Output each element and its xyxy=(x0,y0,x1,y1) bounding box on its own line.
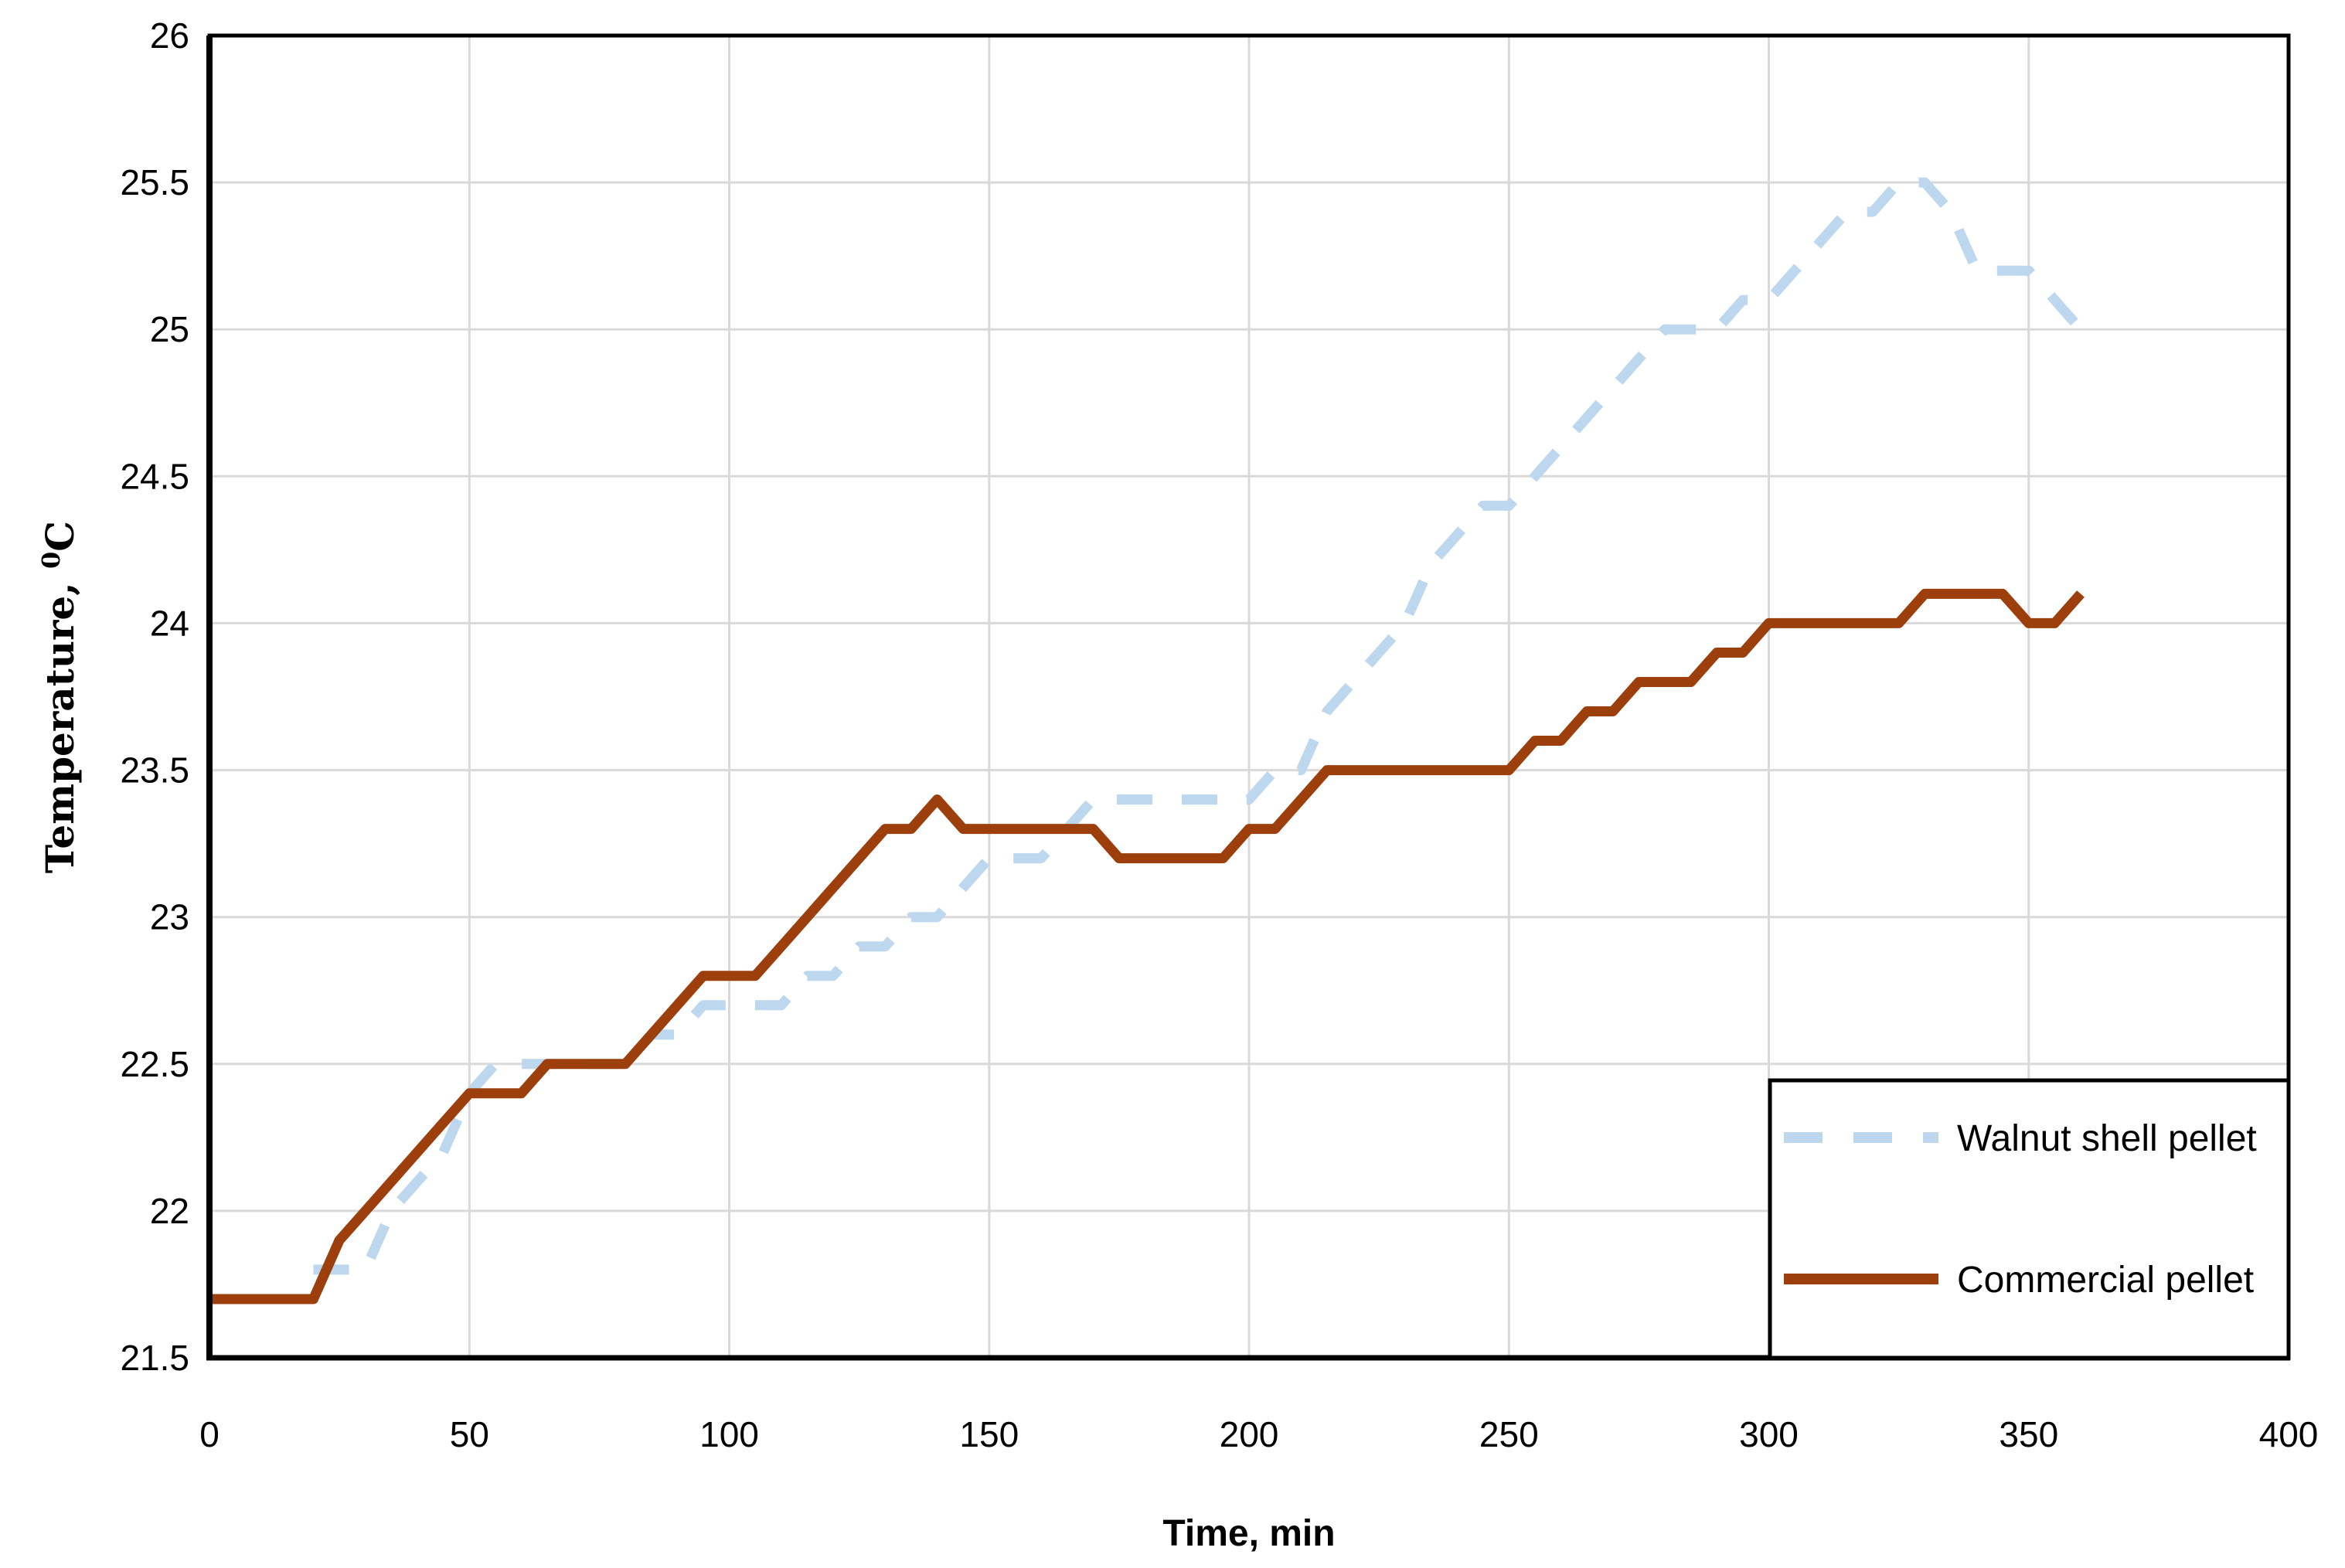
legend-label: Commercial pellet xyxy=(1957,1260,2254,1301)
data-series xyxy=(209,177,2085,1304)
y-tick-label: 23 xyxy=(150,897,189,937)
y-tick-label: 22.5 xyxy=(120,1044,189,1084)
y-tick-label: 24 xyxy=(150,603,189,643)
x-tick-label: 350 xyxy=(1999,1414,2058,1454)
y-tick-label: 21.5 xyxy=(120,1338,189,1378)
series-line-commercial-pellet xyxy=(209,588,2085,1304)
y-axis-title: Temperature, 0C xyxy=(36,521,83,873)
x-axis-title: Time, min xyxy=(1162,1513,1335,1554)
x-tick-label: 200 xyxy=(1220,1414,1279,1454)
x-tick-label: 50 xyxy=(450,1414,489,1454)
x-tick-label: 0 xyxy=(199,1414,220,1454)
legend-box xyxy=(1768,1078,2291,1360)
x-tick-label: 400 xyxy=(2259,1414,2319,1454)
x-tick-label: 250 xyxy=(1479,1414,1539,1454)
axis-titles: Time, min Temperature, 0C xyxy=(36,521,1336,1554)
legend-label: Walnut shell pellet xyxy=(1957,1118,2257,1159)
y-tick-label: 22 xyxy=(150,1191,189,1231)
legend: Walnut shell pellet Commercial pellet xyxy=(1768,1078,2291,1360)
y-tick-label: 23.5 xyxy=(120,750,189,791)
y-tick-label: 25.5 xyxy=(120,162,189,202)
y-tick-label: 24.5 xyxy=(120,456,189,496)
y-tick-label: 26 xyxy=(150,15,189,56)
y-tick-label: 25 xyxy=(150,309,189,349)
x-tick-label: 300 xyxy=(1739,1414,1799,1454)
x-tick-label: 100 xyxy=(699,1414,759,1454)
tick-labels: 21.5 22 22.5 23 23.5 24 24.5 25 25.5 26 0 50 100 150 2… xyxy=(120,15,2318,1454)
x-tick-label: 150 xyxy=(959,1414,1019,1454)
